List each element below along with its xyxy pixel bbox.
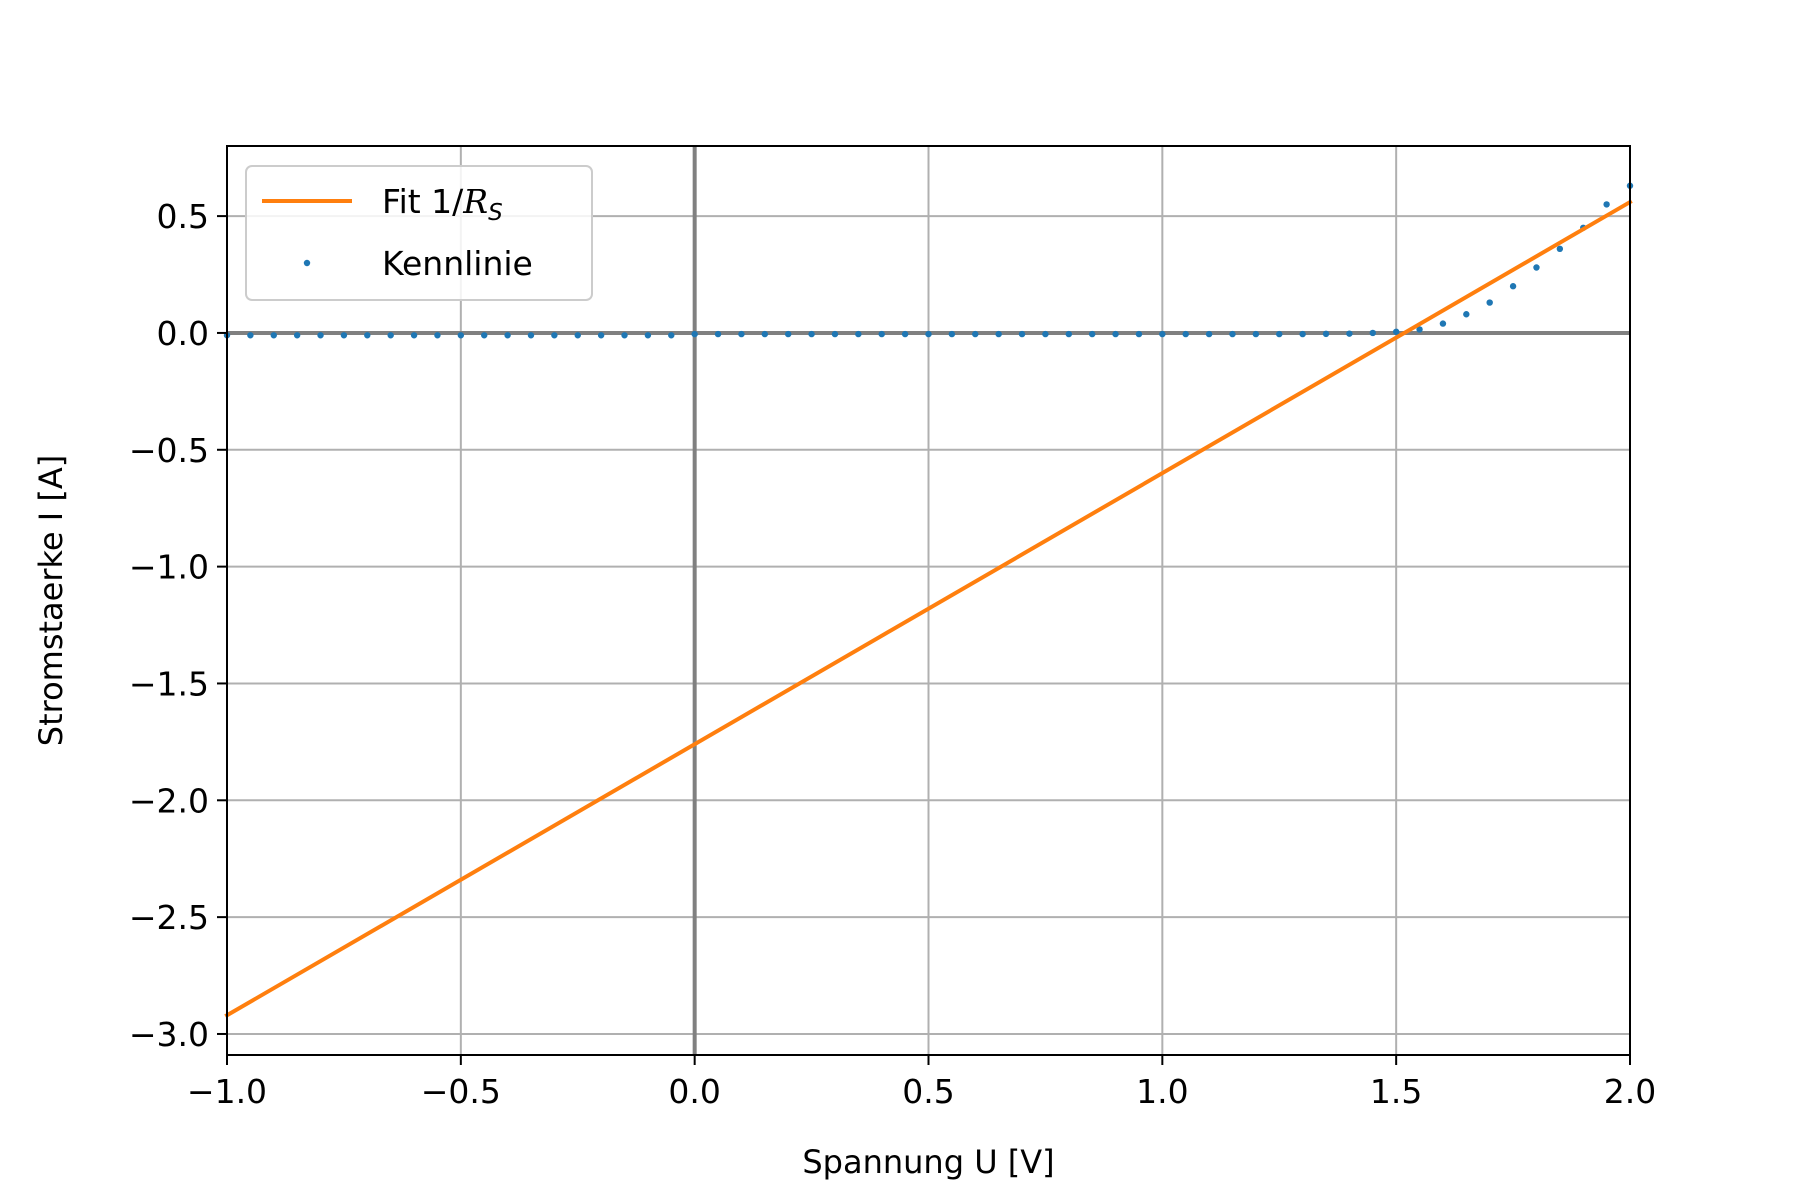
x-tick-label: 1.5 <box>1370 1072 1422 1111</box>
kennlinie-point <box>1416 326 1423 333</box>
kennlinie-point <box>668 332 675 339</box>
kennlinie-point <box>410 332 418 339</box>
series-layer <box>223 182 1634 1019</box>
kennlinie-point <box>855 330 862 338</box>
kennlinie-point <box>1486 299 1493 306</box>
kennlinie-point <box>925 330 932 338</box>
kennlinie-point <box>1135 330 1143 338</box>
x-tick-label: 2.0 <box>1604 1072 1656 1111</box>
kennlinie-point <box>644 332 652 339</box>
y-tick-label: −1.0 <box>129 548 209 587</box>
kennlinie-point <box>574 332 581 339</box>
kennlinie-point <box>714 330 722 338</box>
kennlinie-point <box>1556 245 1564 253</box>
kennlinie-point <box>1463 311 1470 318</box>
kennlinie-point <box>1229 330 1236 338</box>
kennlinie-point <box>761 330 769 338</box>
kennlinie-point <box>1018 330 1026 338</box>
kennlinie-point <box>364 332 371 339</box>
kennlinie-point <box>1346 330 1353 337</box>
x-axis-label: Spannung U [V] <box>802 1143 1054 1181</box>
kennlinie-point <box>293 332 301 339</box>
kennlinie-point <box>738 330 745 338</box>
y-tick-label: −3.0 <box>129 1015 209 1054</box>
kennlinie-point <box>1112 330 1119 338</box>
kennlinie-point <box>948 330 956 338</box>
ticks: −1.0 −0.5 0.0 0.5 1.0 1.5 2.0 0.5 0.0 −0.5 −1.0 −1.… <box>129 197 1656 1111</box>
kennlinie-point <box>1205 330 1213 338</box>
kennlinie-point <box>457 332 465 339</box>
fit-line <box>224 199 1633 1019</box>
kennlinie-point <box>481 332 488 339</box>
kennlinie-point <box>785 330 792 338</box>
y-tick-label: −2.0 <box>129 781 209 820</box>
kennlinie-point <box>1509 283 1517 290</box>
kennlinie-point <box>1088 330 1096 338</box>
y-tick-label: −0.5 <box>129 431 209 470</box>
kennlinie-point <box>247 332 254 339</box>
kennlinie-point <box>434 332 441 339</box>
kennlinie-point <box>504 332 511 339</box>
kennlinie-point <box>1533 264 1540 271</box>
kennlinie-point <box>1603 201 1610 208</box>
kennlinie-point <box>1182 330 1189 338</box>
x-tick-label: −1.0 <box>187 1072 267 1111</box>
kennlinie-point <box>1392 328 1400 335</box>
kennlinie-point <box>1299 330 1306 338</box>
kennlinie-point <box>1369 329 1376 337</box>
kennlinie-point <box>995 330 1002 338</box>
kennlinie-point <box>901 330 909 338</box>
kennlinie-point <box>551 332 558 339</box>
kennlinie-point <box>317 332 324 339</box>
x-tick-label: 0.5 <box>902 1072 954 1111</box>
kennlinie-point <box>878 330 885 338</box>
kennlinie-point <box>1322 330 1330 338</box>
kennlinie-point <box>1276 330 1283 338</box>
kennlinie-point <box>597 332 605 339</box>
kennlinie-point <box>691 330 698 338</box>
y-tick-label: −1.5 <box>129 664 209 703</box>
legend-fit-label-math: R <box>462 182 488 221</box>
legend-kennlinie-label: Kennlinie <box>382 244 533 283</box>
x-tick-label: 1.0 <box>1136 1072 1188 1111</box>
kennlinie-point <box>340 332 348 339</box>
y-tick-label: −2.5 <box>129 898 209 937</box>
kennlinie-point <box>1065 330 1073 338</box>
kennlinie-point <box>621 332 628 339</box>
kennlinie-point <box>831 330 839 338</box>
kennlinie-point <box>1042 330 1049 338</box>
kennlinie-point <box>808 330 815 338</box>
kennlinie-point <box>387 332 394 339</box>
y-tick-label: 0.0 <box>157 314 209 353</box>
legend: Fit 1/RS Kennlinie <box>245 165 593 301</box>
kennlinie-point <box>527 332 535 339</box>
x-tick-label: −0.5 <box>421 1072 501 1111</box>
legend-fit-label-sub: S <box>488 200 503 226</box>
y-tick-label: 0.5 <box>157 197 209 236</box>
x-tick-label: 0.0 <box>668 1072 720 1111</box>
legend-fit-label-text: Fit 1/ <box>382 182 464 221</box>
kennlinie-point <box>972 330 979 338</box>
kennlinie-point <box>1159 330 1166 338</box>
legend-kennlinie-marker <box>303 259 311 267</box>
kennlinie-point <box>1252 330 1260 338</box>
legend-fit-label: Fit 1/RS <box>382 182 503 226</box>
y-axis-label: Stromstaerke I [A] <box>32 455 70 746</box>
kennlinie-point <box>1439 320 1447 327</box>
kennlinie-point <box>270 332 277 339</box>
